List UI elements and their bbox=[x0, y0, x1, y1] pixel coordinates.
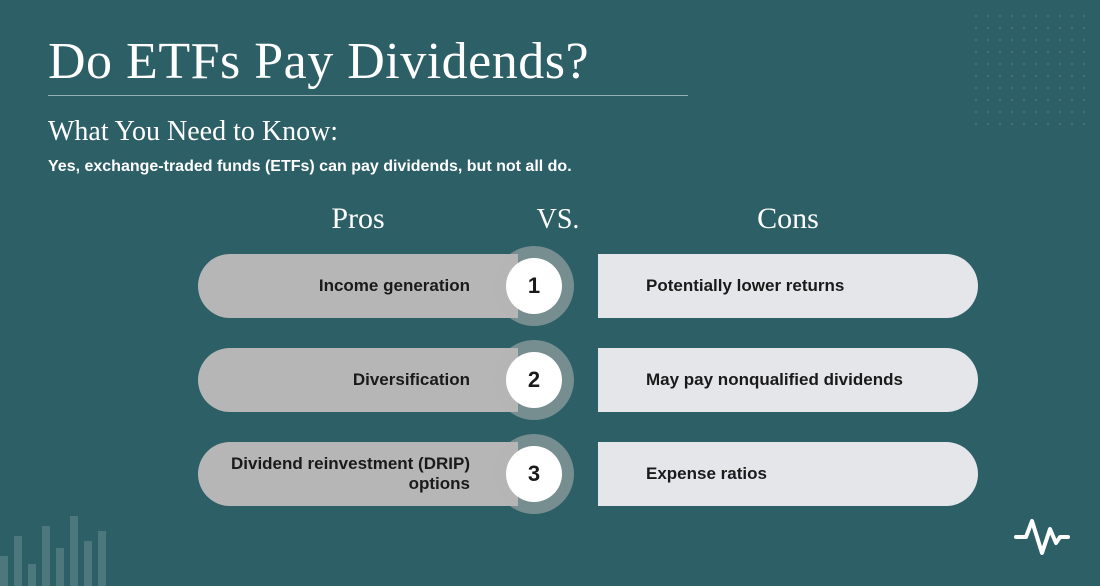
con-cell: May pay nonqualified dividends bbox=[598, 348, 978, 412]
pro-cell: Dividend reinvestment (DRIP) options bbox=[198, 442, 518, 506]
column-headers: Pros VS. Cons bbox=[198, 202, 978, 236]
header-pros: Pros bbox=[198, 202, 518, 236]
pro-cell: Diversification bbox=[198, 348, 518, 412]
table-row: Diversification May pay nonqualified div… bbox=[198, 344, 978, 416]
row-number-badge: 3 bbox=[494, 434, 574, 514]
header-vs: VS. bbox=[518, 204, 598, 236]
row-number: 3 bbox=[506, 446, 562, 502]
summary-text: Yes, exchange-traded funds (ETFs) can pa… bbox=[48, 158, 1052, 176]
con-cell: Potentially lower returns bbox=[598, 254, 978, 318]
content-area: Do ETFs Pay Dividends? What You Need to … bbox=[0, 0, 1100, 564]
brand-logo-icon bbox=[1014, 515, 1070, 564]
title-underline bbox=[48, 95, 688, 96]
row-number-badge: 2 bbox=[494, 340, 574, 420]
page-subtitle: What You Need to Know: bbox=[48, 116, 1052, 148]
table-row: Income generation Potentially lower retu… bbox=[198, 250, 978, 322]
decorative-dots bbox=[970, 10, 1090, 130]
page-title: Do ETFs Pay Dividends? bbox=[48, 32, 1052, 91]
row-number-badge: 1 bbox=[494, 246, 574, 326]
con-cell: Expense ratios bbox=[598, 442, 978, 506]
row-number: 2 bbox=[506, 352, 562, 408]
pros-cons-table: Pros VS. Cons Income generation Potentia… bbox=[198, 202, 978, 510]
table-row: Dividend reinvestment (DRIP) options Exp… bbox=[198, 438, 978, 510]
pro-cell: Income generation bbox=[198, 254, 518, 318]
row-number: 1 bbox=[506, 258, 562, 314]
decorative-bars bbox=[0, 496, 120, 586]
header-cons: Cons bbox=[598, 202, 978, 236]
